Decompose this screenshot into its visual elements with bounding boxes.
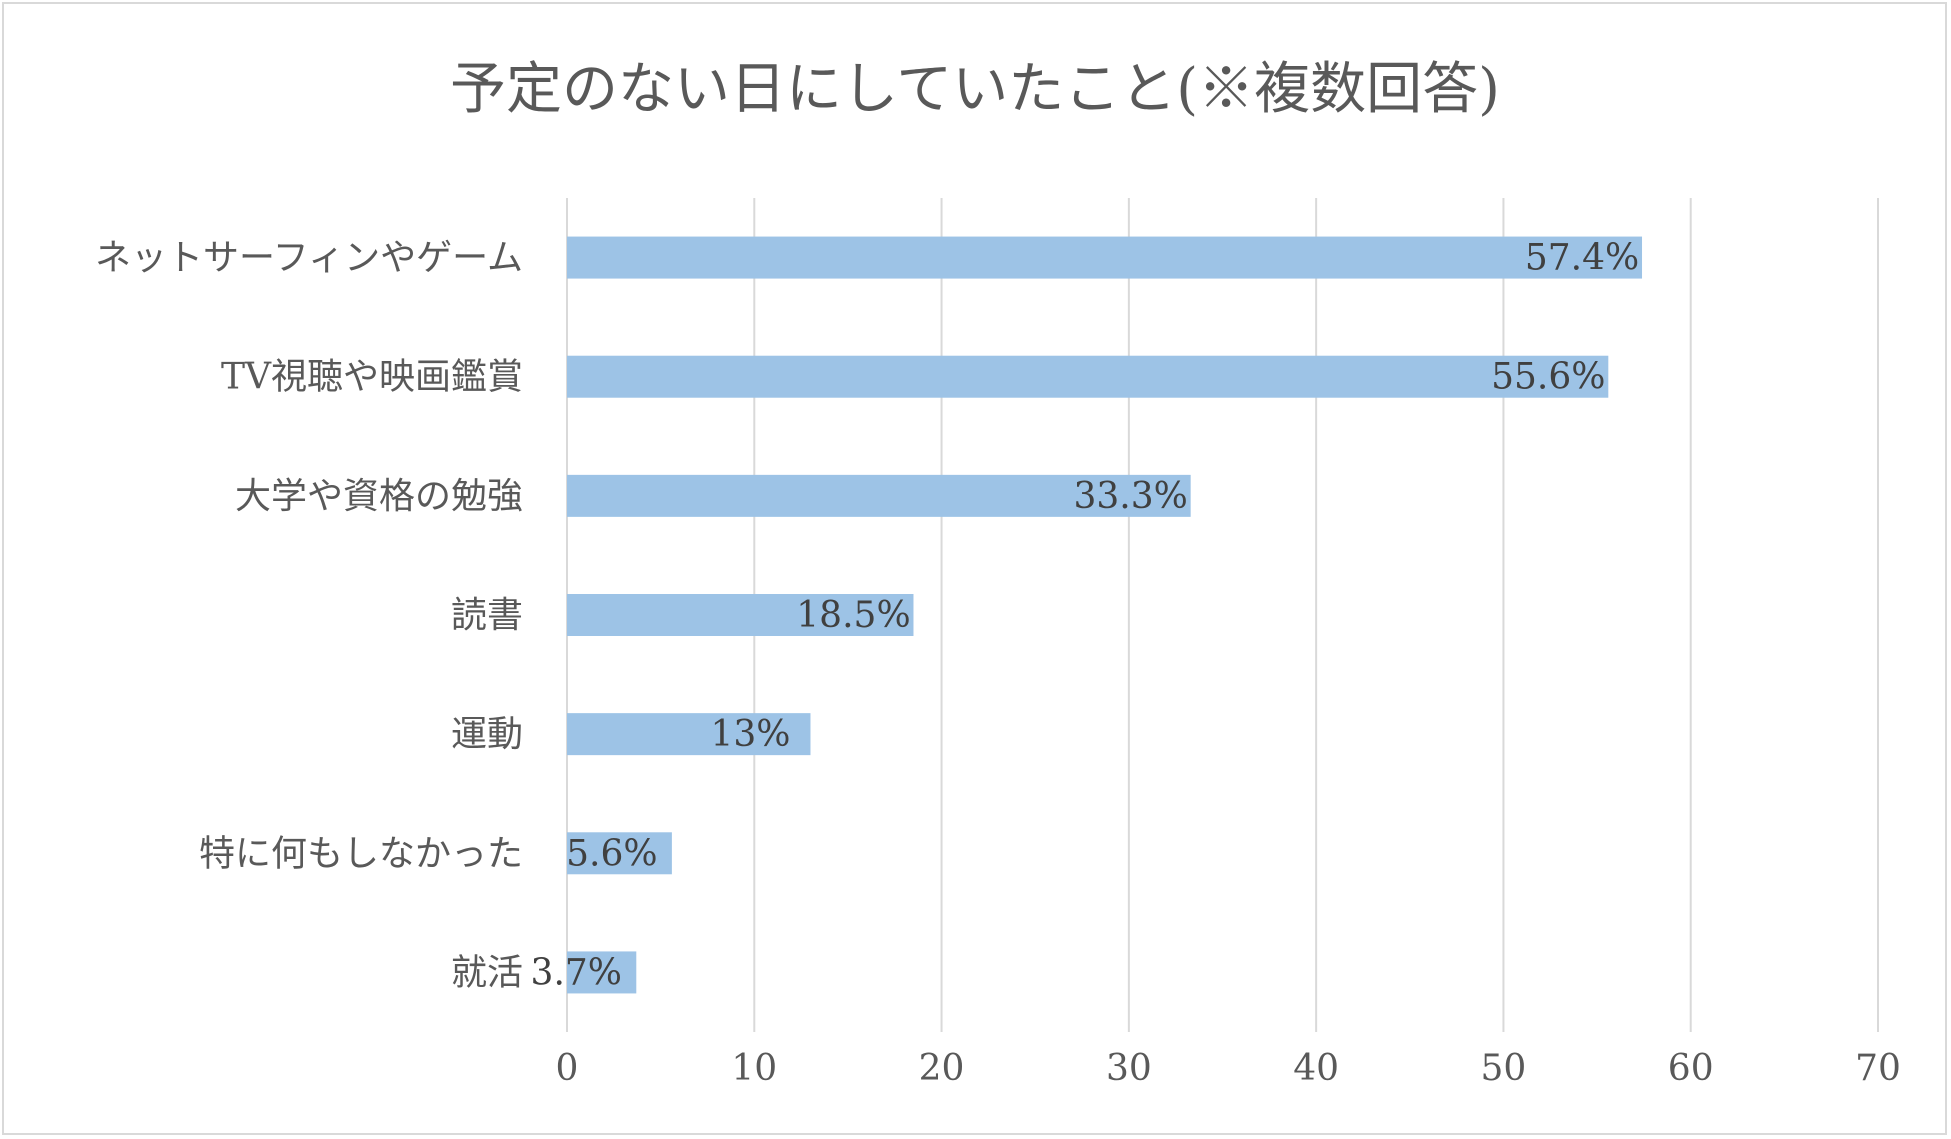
- category-label: 読書: [451, 595, 523, 636]
- bar: [567, 713, 811, 756]
- bar: [567, 355, 1609, 398]
- x-tick-label: 20: [919, 1048, 965, 1089]
- data-labels: 57.4% 55.6% 33.3% 18.5% 13% 5.6% 3.7%: [531, 238, 1640, 994]
- x-tick-label: 0: [556, 1048, 579, 1089]
- data-label: 55.6%: [1491, 357, 1605, 398]
- x-tick-label: 60: [1668, 1048, 1714, 1089]
- data-label: 13%: [710, 714, 790, 755]
- bar: [567, 594, 914, 636]
- category-label: 特に何もしなかった: [199, 833, 523, 874]
- x-tick-label: 30: [1106, 1048, 1152, 1089]
- data-label: 18.5%: [796, 595, 910, 636]
- bar: [567, 474, 1191, 517]
- category-label: 就活: [451, 952, 523, 993]
- category-label: ネットサーフィンやゲーム: [95, 238, 523, 279]
- data-label: 57.4%: [1525, 238, 1639, 279]
- x-tick-label: 40: [1293, 1048, 1339, 1089]
- bar: [567, 236, 1643, 279]
- x-axis-ticks: 0 10 20 30 40 50 60 70: [556, 1048, 1901, 1089]
- gridlines: [566, 198, 1879, 1032]
- data-label: 5.6%: [566, 833, 657, 874]
- category-labels: ネットサーフィンやゲーム TV視聴や映画鑑賞大学や資格の勉強読書運動特に何もしなか…: [95, 238, 523, 994]
- bar: [567, 832, 672, 875]
- data-label: 33.3%: [1073, 476, 1187, 517]
- category-label: 運動: [451, 714, 523, 755]
- category-label: 大学や資格の勉強: [235, 476, 523, 517]
- category-label: TV視聴や映画鑑賞: [221, 357, 523, 398]
- x-tick-label: 70: [1855, 1048, 1901, 1089]
- bar: [567, 951, 637, 994]
- chart-title: 予定のない日にしていたこと(※複数回答): [450, 57, 1500, 122]
- x-tick-label: 10: [731, 1048, 777, 1089]
- bars: [567, 236, 1643, 994]
- x-tick-label: 50: [1481, 1048, 1527, 1089]
- data-label: 3.7%: [531, 952, 622, 993]
